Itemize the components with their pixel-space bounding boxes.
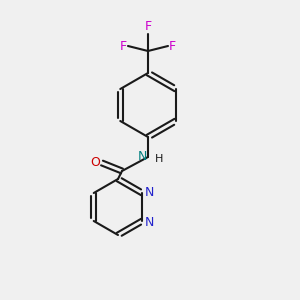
Text: H: H <box>155 154 164 164</box>
Text: O: O <box>90 155 100 169</box>
Text: N: N <box>145 215 154 229</box>
Text: F: F <box>144 20 152 33</box>
Text: F: F <box>169 40 176 52</box>
Text: N: N <box>145 185 154 199</box>
Text: F: F <box>120 40 127 52</box>
Text: N: N <box>138 151 147 164</box>
